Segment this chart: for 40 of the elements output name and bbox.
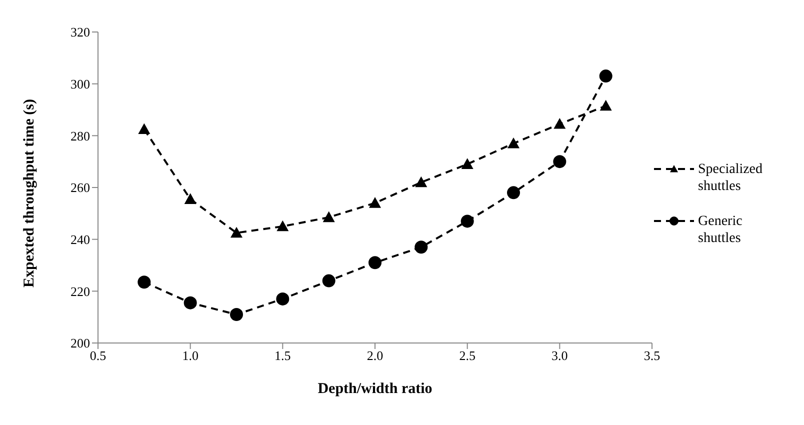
point: [138, 123, 150, 134]
x-tick-label: 3.0: [552, 348, 568, 364]
y-tick-label: 240: [70, 232, 90, 247]
point: [184, 296, 197, 310]
y-tick-label: 320: [70, 24, 90, 40]
point: [138, 276, 151, 289]
point: [508, 137, 520, 148]
point: [369, 197, 381, 208]
x-tick-label: 1.0: [182, 348, 198, 364]
point: [276, 220, 289, 232]
point: [599, 70, 612, 83]
y-tick-label: 200: [70, 336, 90, 351]
y-tick-label: 280: [70, 128, 90, 144]
point: [322, 274, 336, 288]
point: [461, 158, 474, 169]
y-tick-label: 220: [70, 284, 90, 299]
x-tick-label: 2.0: [366, 348, 384, 364]
point: [600, 100, 612, 111]
point: [230, 226, 242, 238]
x-tick-label: 0.5: [90, 348, 106, 364]
legend-label: Specialized shuttles: [698, 161, 764, 195]
x-tick-label: 2.5: [459, 348, 476, 364]
x-tick-label: 3.5: [644, 348, 660, 364]
y-tick-label: 300: [70, 76, 90, 92]
legend-label: Generic shuttles: [698, 213, 744, 247]
y-tick-label: 260: [70, 180, 90, 196]
x-tick-label: 1.5: [274, 348, 291, 364]
point: [184, 193, 196, 204]
point: [507, 186, 520, 200]
point: [276, 292, 290, 306]
y-axis-title: Expexted throughput time (s): [21, 99, 38, 288]
point: [415, 176, 428, 188]
point: [230, 308, 243, 321]
point: [322, 211, 335, 222]
x-axis-title: Depth/width ratio: [318, 381, 432, 397]
point: [368, 256, 382, 270]
point: [460, 214, 474, 228]
point: [553, 155, 566, 168]
point: [414, 240, 428, 254]
point: [554, 118, 566, 129]
